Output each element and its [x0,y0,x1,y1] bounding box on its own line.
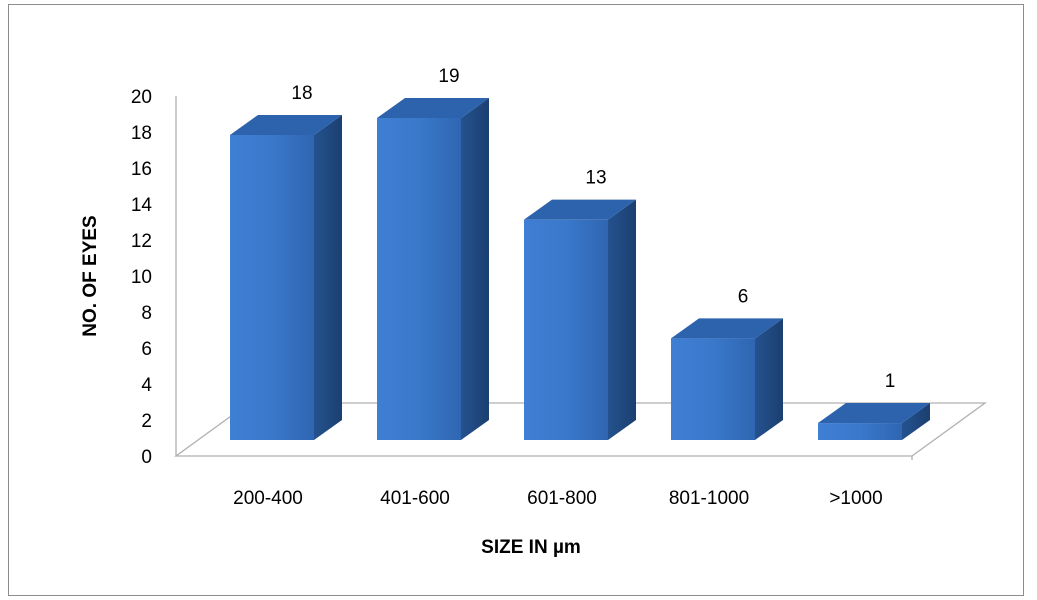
y-tick-label: 12 [131,231,152,252]
data-labels: 18 19 13 6 1 [291,66,895,392]
bar-side-face [314,114,342,441]
y-tick-label: 4 [141,375,152,396]
bar-front-face [524,219,608,440]
data-label: 19 [438,66,459,87]
y-axis-title: NO. OF EYES [80,215,101,336]
y-tick-label: 6 [141,339,152,360]
x-tick-label: 401-600 [380,488,450,509]
bar-top-face [818,403,930,424]
bar-side-face [902,403,930,440]
data-label: 13 [585,168,606,189]
bar-side-face [608,199,636,440]
bar-front-face [230,134,314,440]
y-tick-label: 20 [131,87,152,108]
bar-top-face [671,318,783,339]
bar [524,199,636,440]
plot-floor [173,96,988,460]
y-tick-label: 10 [131,267,152,288]
bar-top-face [230,114,342,135]
floor-plane [173,402,988,457]
bar [818,403,930,440]
bar [230,114,342,441]
x-tick-label: 601-800 [527,488,597,509]
data-label: 1 [885,371,896,392]
y-tick-label: 2 [141,411,152,432]
bar [671,318,783,440]
bar-top-face [377,98,489,118]
x-axis-title: SIZE IN µm [481,537,581,558]
bar-top-face [524,199,636,220]
x-tick-labels: 200-400 401-600 601-800 801-1000 >1000 [233,488,883,509]
bar-side-face [755,318,783,440]
x-tick-label: >1000 [829,488,882,509]
data-label: 18 [291,83,312,104]
bar-front-face [377,118,461,440]
bar-side-face [461,98,489,440]
y-tick-label: 16 [131,159,152,180]
bar-front-face [671,338,755,440]
y-tick-label: 0 [141,447,152,468]
data-label: 6 [738,286,749,307]
y-tick-label: 14 [131,195,153,216]
x-tick-label: 200-400 [233,488,303,509]
y-tick-label: 18 [131,123,152,144]
chart-frame [8,4,1024,596]
y-tick-label: 8 [141,303,152,324]
bars [230,98,930,441]
x-tick-label: 801-1000 [669,488,749,509]
y-tick-labels: 0 2 4 6 8 10 12 14 16 18 20 [131,87,153,468]
bar-front-face [818,423,902,440]
bar [377,98,489,440]
